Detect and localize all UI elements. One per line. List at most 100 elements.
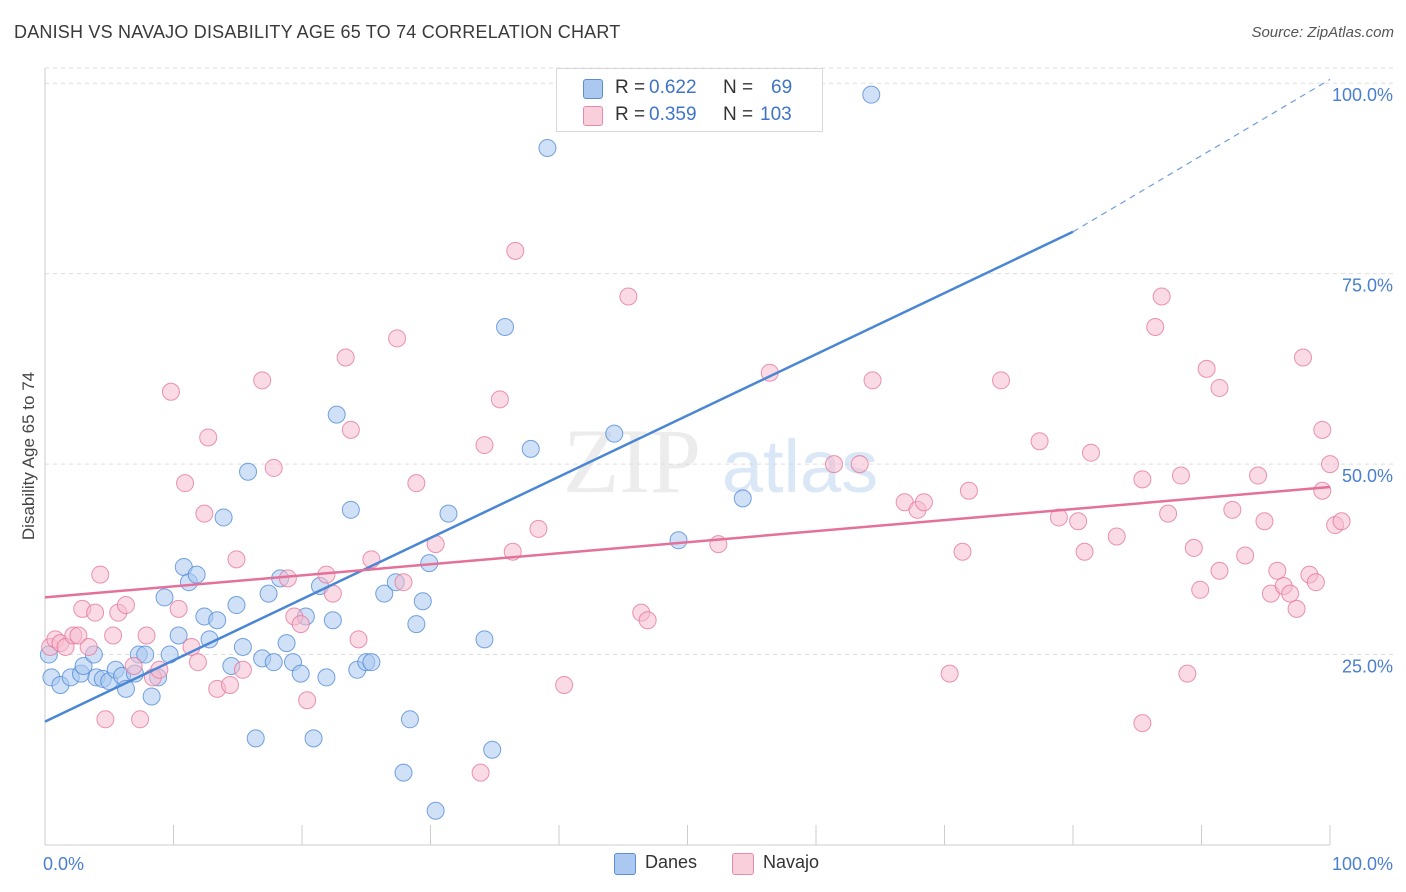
point-navajo [555,676,574,695]
point-navajo [199,428,218,447]
legend-r-label: R = [615,77,646,98]
bottom-legend-swatch-danes [614,853,636,875]
point-navajo [227,550,246,569]
point-navajo [69,626,88,645]
point-navajo [471,763,490,782]
point-danes [669,531,688,550]
point-navajo [161,382,180,401]
point-navajo [1075,542,1094,561]
point-navajo [953,542,972,561]
point-navajo [1236,546,1255,565]
point-navajo [959,481,978,500]
point-danes [394,763,413,782]
point-navajo [1133,714,1152,733]
point-navajo [506,241,525,260]
point-navajo [1107,527,1126,546]
chart-title: DANISH VS NAVAJO DISABILITY AGE 65 TO 74… [14,22,621,42]
point-navajo [1049,508,1068,527]
point-navajo [1171,466,1190,485]
source-label: Source: ZipAtlas.com [1251,24,1394,41]
y-tick-label: 50.0% [1342,466,1393,486]
point-navajo [264,458,283,477]
point-navajo [407,474,426,493]
point-navajo [1223,500,1242,519]
point-danes [214,508,233,527]
legend-row-danes: R = 0.622 N = 69 [557,75,822,101]
legend-swatch-navajo [583,106,603,126]
point-navajo [850,455,869,474]
point-navajo [278,569,297,588]
point-danes [426,801,445,820]
point-navajo [475,436,494,455]
legend-swatch-danes [583,79,603,99]
watermark-zip: ZIP [563,410,701,512]
point-danes [317,668,336,687]
point-danes [862,85,881,104]
legend-row-navajo: R = 0.359 N = 103 [557,102,822,128]
point-navajo [298,691,317,710]
point-navajo [349,630,368,649]
point-navajo [86,603,105,622]
point-navajo [91,565,110,584]
point-navajo [1081,443,1100,462]
y-tick-label: 25.0% [1342,657,1393,677]
point-navajo [233,660,252,679]
point-danes [233,637,252,656]
point-danes [74,656,93,675]
point-danes [304,729,323,748]
legend-n-label: N = [723,77,754,98]
point-danes [187,565,206,584]
point-danes [259,584,278,603]
point-navajo [188,653,207,672]
point-navajo [1184,538,1203,557]
legend-n-value: 69 [771,77,793,98]
point-danes [439,504,458,523]
point-danes [400,710,419,729]
point-navajo [1255,512,1274,531]
point-danes [291,664,310,683]
legend-n-value: 103 [760,104,792,125]
point-navajo [253,371,272,390]
point-navajo [1191,580,1210,599]
point-navajo [221,676,240,695]
y-axis-label: Disability Age 65 to 74 [19,372,38,540]
bottom-legend-label-danes: Danes [645,852,698,872]
point-navajo [1210,378,1229,397]
point-navajo [1287,599,1306,618]
point-navajo [1249,466,1268,485]
legend-r-value: 0.622 [649,77,697,98]
point-navajo [169,599,188,618]
point-danes [327,405,346,424]
point-navajo [1159,504,1178,523]
point-danes [169,626,188,645]
point-danes [475,630,494,649]
point-navajo [394,573,413,592]
point-navajo [1294,348,1313,367]
gridlines [45,67,1394,656]
trend-line-danes [44,230,1074,723]
point-danes [538,138,557,157]
point-danes [246,729,265,748]
point-navajo [1030,432,1049,451]
point-navajo [291,615,310,634]
point-danes [483,740,502,759]
point-danes [227,596,246,615]
point-navajo [863,371,882,390]
point-navajo [1268,561,1287,580]
point-navajo [529,519,548,538]
point-danes [413,592,432,611]
point-navajo [1321,455,1339,474]
point-navajo [914,493,933,512]
point-danes [136,645,155,664]
point-danes [155,588,174,607]
y-tick-label: 100.0% [1332,85,1393,105]
point-navajo [79,637,98,656]
point-navajo [1146,318,1165,336]
point-navajo [1313,481,1332,500]
y-tick-label: 75.0% [1342,276,1393,296]
point-danes [605,424,624,443]
point-navajo [638,611,657,630]
point-navajo [176,474,195,493]
point-navajo [619,287,638,306]
